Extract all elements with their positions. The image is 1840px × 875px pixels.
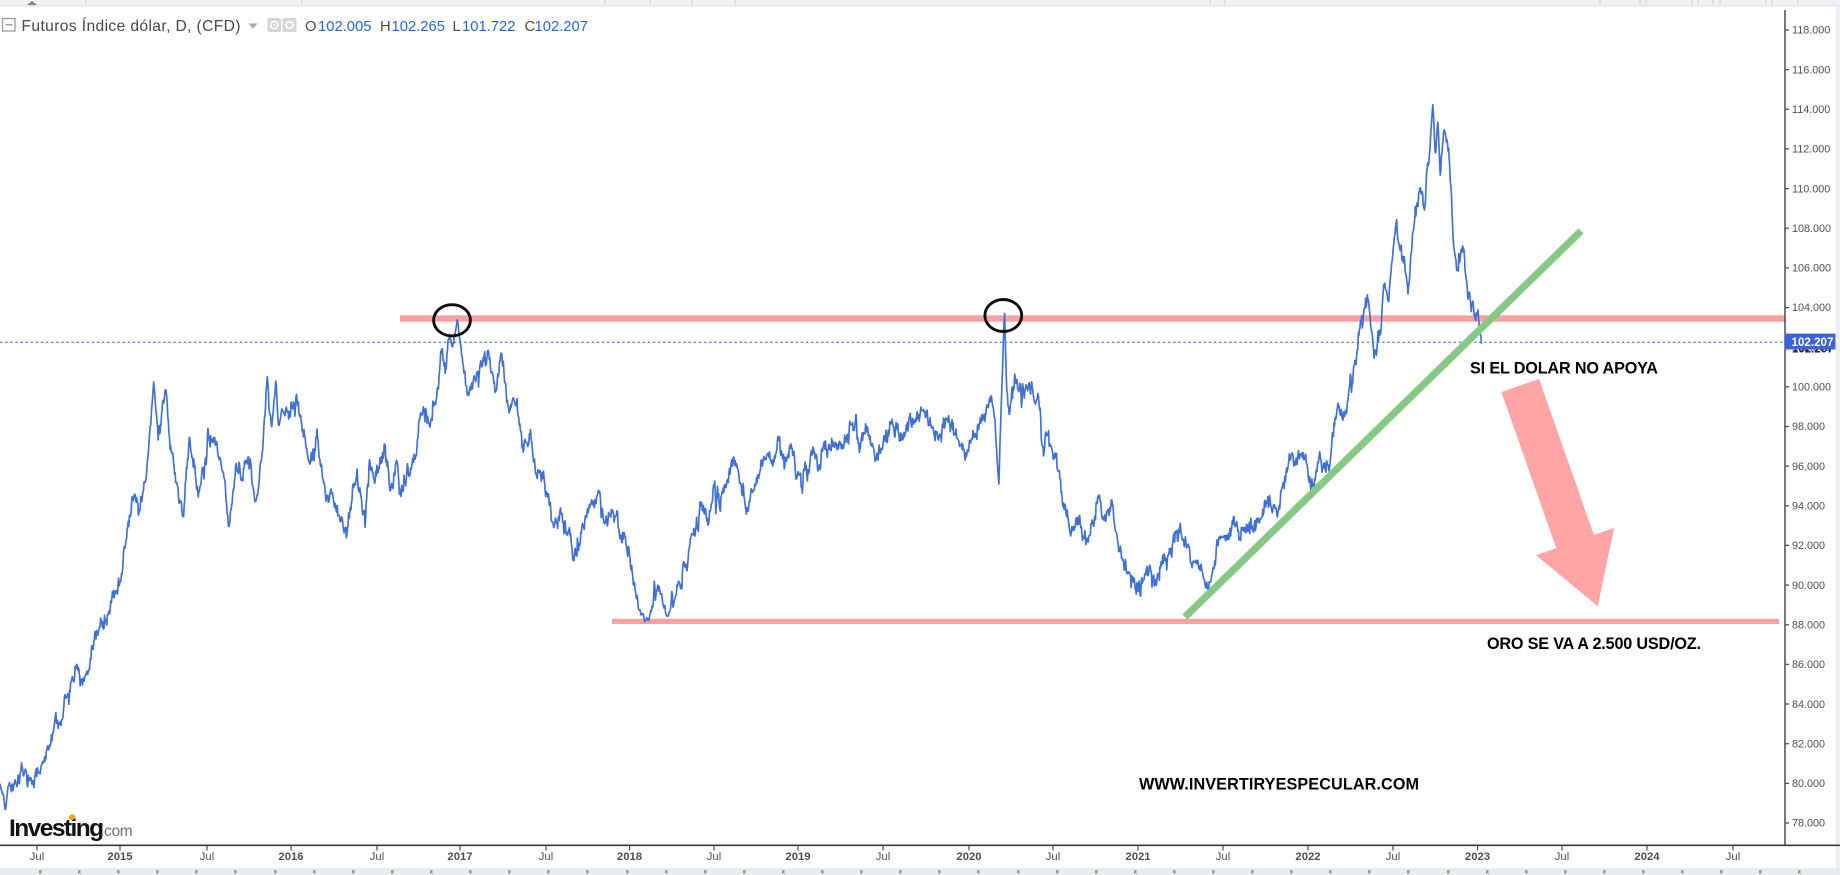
svg-text:100.000: 100.000 bbox=[1792, 382, 1831, 394]
svg-text:Jul: Jul bbox=[539, 851, 553, 863]
svg-text:101.722: 101.722 bbox=[462, 19, 516, 35]
svg-text:2018: 2018 bbox=[617, 851, 642, 863]
svg-text:Jul: Jul bbox=[707, 851, 721, 863]
svg-text:Jul: Jul bbox=[1046, 851, 1060, 863]
svg-text:2020: 2020 bbox=[956, 851, 981, 863]
svg-text:O: O bbox=[305, 19, 317, 35]
svg-text:96.000: 96.000 bbox=[1792, 461, 1825, 473]
svg-text:2022: 2022 bbox=[1295, 851, 1320, 863]
svg-text:92.000: 92.000 bbox=[1792, 540, 1825, 552]
svg-text:L: L bbox=[453, 19, 461, 35]
svg-text:SI EL DOLAR NO APOYA: SI EL DOLAR NO APOYA bbox=[1470, 360, 1658, 378]
svg-text:Jul: Jul bbox=[1555, 851, 1569, 863]
svg-text:Jul: Jul bbox=[1726, 851, 1740, 863]
svg-text:86.000: 86.000 bbox=[1792, 659, 1825, 671]
svg-text:2023: 2023 bbox=[1465, 851, 1490, 863]
svg-text:.com: .com bbox=[100, 823, 132, 840]
svg-text:108.000: 108.000 bbox=[1792, 223, 1831, 235]
svg-text:80.000: 80.000 bbox=[1792, 778, 1825, 790]
svg-text:Jul: Jul bbox=[1216, 851, 1230, 863]
svg-text:Jul: Jul bbox=[876, 851, 890, 863]
svg-text:106.000: 106.000 bbox=[1792, 263, 1831, 275]
svg-text:98.000: 98.000 bbox=[1792, 421, 1825, 433]
svg-text:2021: 2021 bbox=[1125, 851, 1150, 863]
svg-text:94.000: 94.000 bbox=[1792, 501, 1825, 513]
svg-text:2017: 2017 bbox=[447, 851, 472, 863]
svg-text:102.265: 102.265 bbox=[392, 19, 446, 35]
svg-text:Futuros Índice dólar, D, (CFD): Futuros Índice dólar, D, (CFD) bbox=[22, 16, 241, 35]
svg-text:118.000: 118.000 bbox=[1792, 25, 1830, 37]
svg-text:H: H bbox=[380, 19, 391, 35]
svg-text:2019: 2019 bbox=[785, 851, 810, 863]
svg-text:102.207: 102.207 bbox=[535, 19, 589, 35]
svg-text:78.000: 78.000 bbox=[1792, 818, 1825, 830]
svg-text:Jul: Jul bbox=[1386, 851, 1400, 863]
svg-text:82.000: 82.000 bbox=[1792, 738, 1825, 750]
svg-text:C: C bbox=[525, 19, 536, 35]
svg-text:Investing: Investing bbox=[9, 815, 103, 842]
svg-text:ORO SE VA A 2.500 USD/OZ.: ORO SE VA A 2.500 USD/OZ. bbox=[1487, 635, 1701, 653]
svg-text:102.005: 102.005 bbox=[318, 19, 372, 35]
svg-text:2015: 2015 bbox=[107, 851, 132, 863]
svg-text:2016: 2016 bbox=[278, 851, 303, 863]
svg-text:WWW.INVERTIRYESPECULAR.COM: WWW.INVERTIRYESPECULAR.COM bbox=[1139, 776, 1419, 794]
svg-text:88.000: 88.000 bbox=[1792, 620, 1825, 632]
svg-text:90.000: 90.000 bbox=[1792, 580, 1825, 592]
svg-text:84.000: 84.000 bbox=[1792, 699, 1825, 711]
svg-text:116.000: 116.000 bbox=[1792, 64, 1830, 76]
svg-text:Jul: Jul bbox=[370, 851, 384, 863]
svg-text:110.000: 110.000 bbox=[1792, 183, 1830, 195]
svg-text:112.000: 112.000 bbox=[1792, 144, 1830, 156]
svg-text:2024: 2024 bbox=[1634, 851, 1660, 863]
svg-text:114.000: 114.000 bbox=[1792, 104, 1830, 116]
svg-text:Jul: Jul bbox=[200, 851, 214, 863]
svg-text:104.000: 104.000 bbox=[1792, 302, 1831, 314]
svg-text:Jul: Jul bbox=[30, 851, 44, 863]
svg-text:102.207: 102.207 bbox=[1792, 336, 1834, 349]
